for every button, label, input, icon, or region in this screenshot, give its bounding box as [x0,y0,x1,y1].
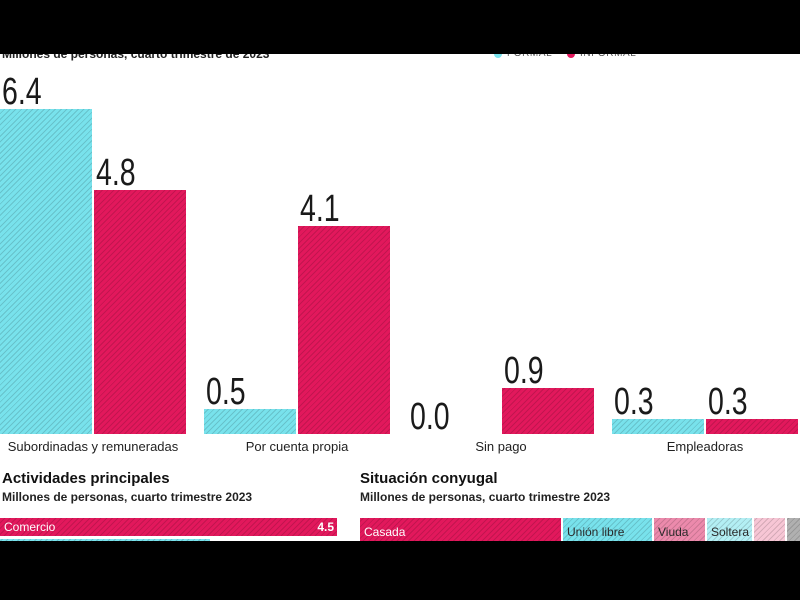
bar-formal-subordinadas-y-remuneradas [0,109,92,434]
activities-title: Actividades principales [2,470,170,487]
value-label-informal-empleadoras: 0.3 [708,381,748,423]
category-label-sin-pago: Sin pago [475,439,527,454]
letterbox-bottom [0,541,800,600]
bar-informal-sin-pago [502,388,594,434]
informal-legend-dot [567,50,575,58]
bar-informal-empleadoras [706,419,798,434]
bar-informal-subordinadas-y-remuneradas [94,190,186,434]
value-label-formal-sin-pago: 0.0 [410,396,450,438]
marital-status-subtitle: Millones de personas, cuarto trimestre 2… [360,490,611,504]
category-label-empleadoras: Empleadoras [666,439,744,454]
activity-bar-value: 4.5 [317,520,334,534]
grouped-bar-chart: 6.4 4.8 Subordinadas y remuneradas 0.5 4.1 Po… [0,71,798,454]
value-label-formal-por-cuenta-propia: 0.5 [206,371,246,413]
bar-formal-por-cuenta-propia [204,409,296,434]
letterbox-top [0,0,800,54]
marital-status-title: Situación conyugal [360,470,498,487]
activity-bar-comercio: Comercio 4.5 [0,518,337,536]
segment-unlabeled-6 [787,518,800,546]
value-label-informal-subordinadas-y-remuneradas: 4.8 [96,152,136,194]
bar-formal-empleadoras [612,419,704,434]
value-label-formal-subordinadas-y-remuneradas: 6.4 [2,71,42,113]
category-label-subordinadas-y-remuneradas: Subordinadas y remuneradas [7,439,179,454]
value-label-informal-por-cuenta-propia: 4.1 [300,188,340,230]
bar-informal-por-cuenta-propia [298,226,390,434]
activity-bar-label: Comercio [4,520,56,534]
value-label-informal-sin-pago: 0.9 [504,350,544,392]
category-label-por-cuenta-propia: Por cuenta propia [245,439,349,454]
formal-legend-dot [494,50,502,58]
activities-subtitle: Millones de personas, cuarto trimestre 2… [2,490,253,504]
value-label-formal-empleadoras: 0.3 [614,381,654,423]
